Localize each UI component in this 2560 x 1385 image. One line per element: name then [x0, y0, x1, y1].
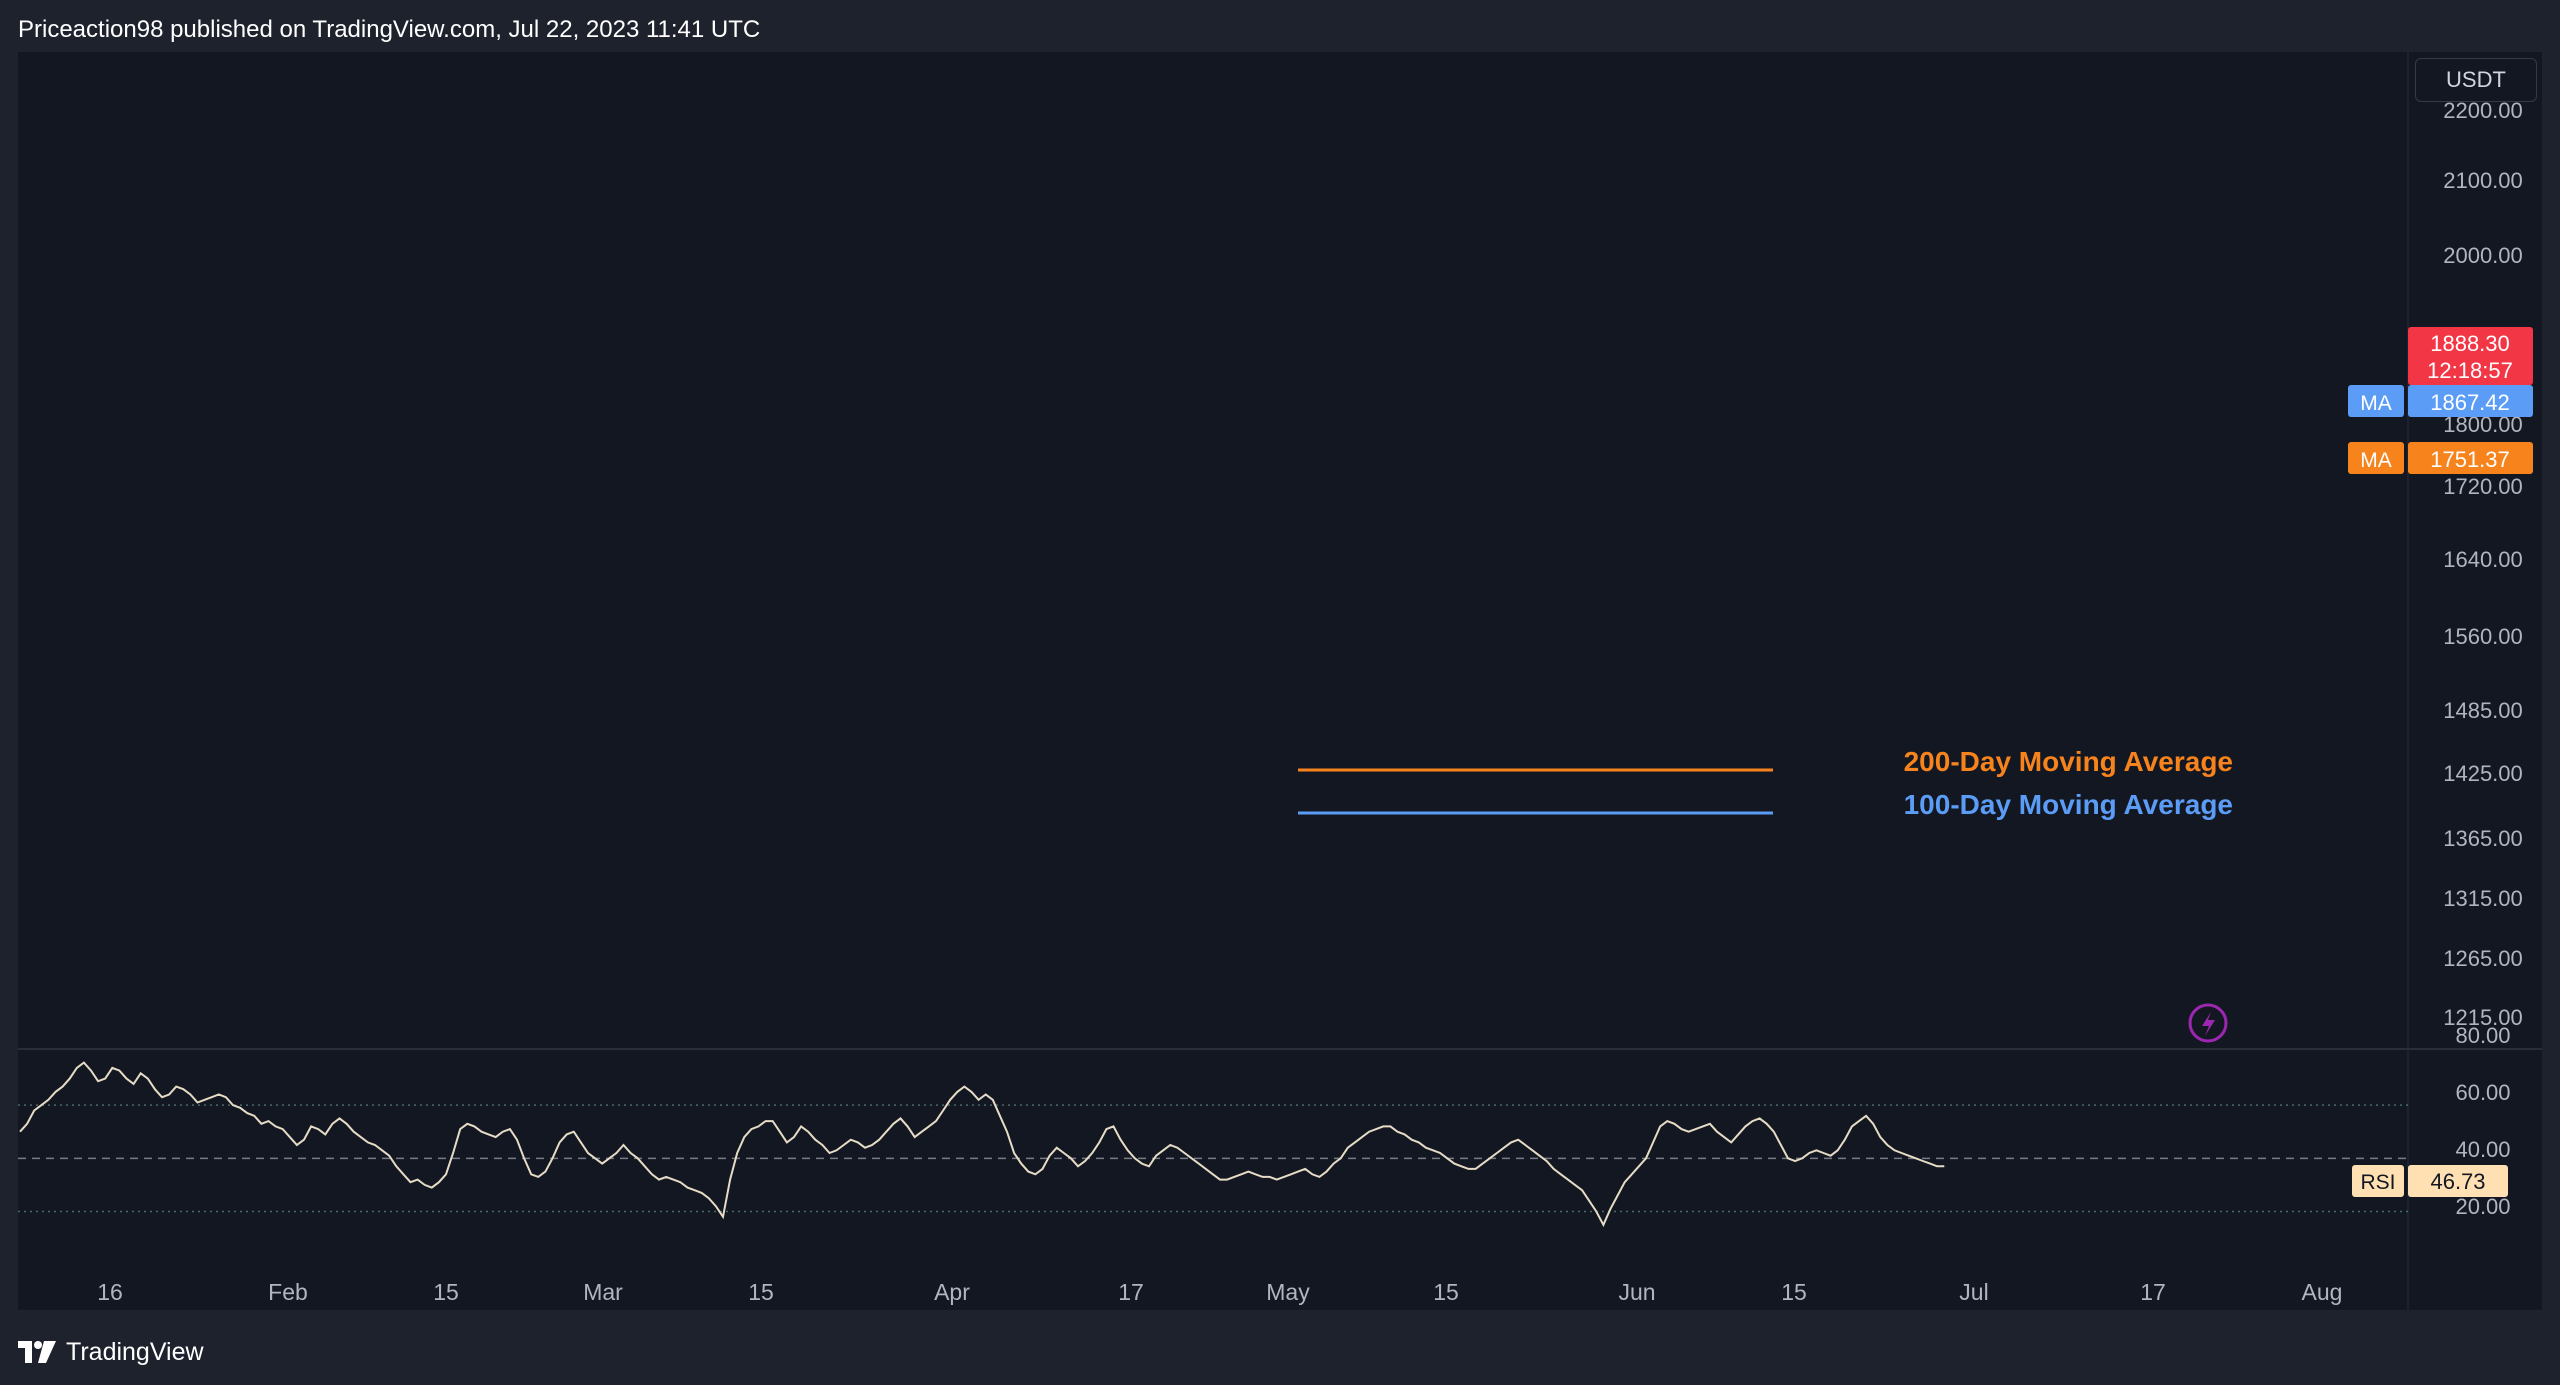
price-tick-label: 1365.00 — [2443, 826, 2523, 851]
price-tick-label: 1425.00 — [2443, 761, 2523, 786]
lightning-icon — [2188, 1003, 2228, 1043]
chart-area[interactable]: 2200.00 2100.00 2000.00 1800.00 1720.00 1640.… — [18, 52, 2542, 1310]
rsi-tick-label: 60.00 — [2455, 1080, 2510, 1105]
time-tick-label: May — [1266, 1279, 1310, 1305]
price-tick-label: 1720.00 — [2443, 474, 2523, 499]
ma-name-badge — [2348, 385, 2404, 417]
rsi-tick-label: 40.00 — [2455, 1137, 2510, 1162]
rsi-value-badge — [2408, 1165, 2508, 1197]
time-tick-label: 15 — [1781, 1279, 1807, 1305]
time-tick-label: 17 — [1118, 1279, 1144, 1305]
rsi-tick-label: 20.00 — [2455, 1194, 2510, 1219]
price-tick-label: 2100.00 — [2443, 168, 2523, 193]
lightning-icon-bolt — [2202, 1012, 2215, 1036]
ma-name-badge — [2348, 442, 2404, 474]
rsi-name-label: RSI — [2360, 1171, 2395, 1194]
ma-name-label: MA — [2360, 392, 2392, 415]
price-tick-label: 1315.00 — [2443, 886, 2523, 911]
rsi-tick-label: 80.00 — [2455, 1023, 2510, 1048]
rsi-value-label: 46.73 — [2430, 1169, 2485, 1194]
time-tick-label: Feb — [268, 1279, 308, 1305]
last-price-badge — [2408, 327, 2533, 385]
time-tick-label: Jun — [1618, 1279, 1655, 1305]
footer-brand: TradingView — [66, 1337, 204, 1366]
time-tick-label: 16 — [97, 1279, 123, 1305]
time-tick-label: 15 — [433, 1279, 459, 1305]
time-tick-label: 15 — [1433, 1279, 1459, 1305]
time-tick-label: Jul — [1959, 1279, 1988, 1305]
time-tick-label: Aug — [2302, 1279, 2343, 1305]
price-tick-label: 1265.00 — [2443, 946, 2523, 971]
price-tick-label: 2000.00 — [2443, 243, 2523, 268]
time-tick-label: Apr — [934, 1279, 970, 1305]
price-tick-label: 1485.00 — [2443, 698, 2523, 723]
time-tick-label: 15 — [748, 1279, 774, 1305]
tradingview-logo-icon — [18, 1341, 56, 1363]
countdown-label: 12:18:57 — [2427, 358, 2513, 383]
price-tick-label: 1560.00 — [2443, 624, 2523, 649]
price-tick-label: 2200.00 — [2443, 98, 2523, 123]
publisher-header: Priceaction98 published on TradingView.c… — [18, 16, 761, 43]
currency-selector[interactable]: USDT — [2415, 58, 2537, 102]
ma-name-label: MA — [2360, 449, 2392, 472]
rsi-name-badge — [2352, 1165, 2404, 1197]
legend-ma200-label: 200-Day Moving Average — [1904, 746, 2233, 777]
rsi-line — [19, 1061, 1945, 1228]
ma-value-badge — [2408, 442, 2533, 474]
ma-value-label: 1751.37 — [2430, 447, 2510, 472]
legend-ma100-label: 100-Day Moving Average — [1904, 789, 2233, 820]
price-tick-label: 1215.00 — [2443, 1005, 2523, 1030]
last-price-label: 1888.30 — [2430, 331, 2510, 356]
ma-value-label: 1867.42 — [2430, 390, 2510, 415]
price-tick-label: 1640.00 — [2443, 547, 2523, 572]
ma-value-badge — [2408, 385, 2533, 417]
chart-svg[interactable]: 2200.002100.002000.001800.001720.001640.… — [18, 52, 2542, 1310]
tradingview-footer[interactable]: TradingView — [18, 1334, 204, 1370]
time-tick-label: Mar — [583, 1279, 623, 1305]
time-tick-label: 17 — [2140, 1279, 2166, 1305]
